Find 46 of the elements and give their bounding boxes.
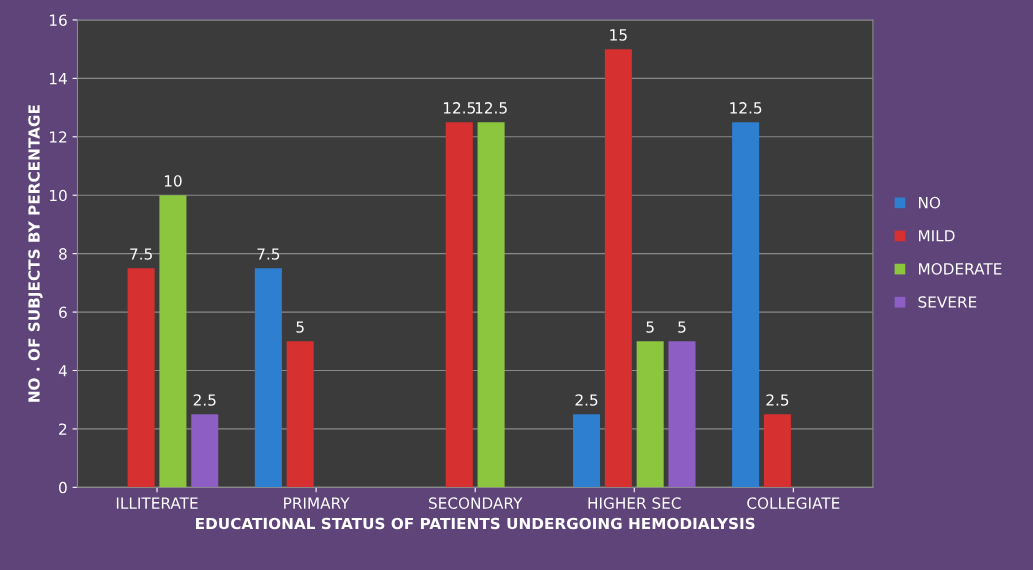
data-label: 15: [610, 29, 627, 41]
bar: [668, 341, 696, 488]
bar: [159, 195, 187, 488]
data-label: 2.5: [575, 394, 598, 406]
x-tick-label: PRIMARY: [284, 497, 350, 509]
data-label: 12.5: [730, 102, 762, 114]
y-tick-label: 14: [49, 73, 67, 85]
x-tick-label: HIGHER SEC: [588, 497, 681, 509]
data-label: 2.5: [193, 394, 216, 406]
legend-label: MODERATE: [919, 263, 1002, 275]
y-axis-title: NO . OF SUBJECTS BY PERCENTAGE: [28, 105, 43, 402]
y-tick-label: 12: [49, 131, 67, 143]
legend-label: NO: [919, 196, 941, 209]
x-tick-label: SECONDARY: [428, 497, 523, 509]
y-tick-label: 16: [49, 14, 67, 26]
bar: [254, 268, 282, 488]
data-label: 12.5: [475, 102, 507, 114]
x-tick-label: COLLEGIATE: [747, 497, 840, 509]
data-label: 7.5: [257, 248, 280, 260]
y-tick-label: 2: [59, 423, 67, 435]
data-label: 2.5: [766, 394, 789, 406]
legend-label: MILD: [919, 230, 955, 242]
y-tick-label: 4: [58, 365, 67, 377]
y-tick-label: 0: [59, 481, 67, 494]
data-label: 5: [646, 321, 654, 333]
data-label: 12.5: [443, 102, 475, 114]
data-label: 5: [678, 321, 686, 333]
bar: [573, 414, 601, 488]
legend-label: SEVERE: [918, 296, 977, 308]
bar: [763, 414, 791, 488]
data-label: 5: [296, 321, 304, 333]
bar: [604, 49, 632, 488]
bar: [127, 268, 155, 488]
bar: [286, 341, 314, 488]
x-tick-label: ILLITERATE: [116, 497, 198, 509]
y-tick-label: 10: [49, 189, 67, 202]
y-tick-label: 8: [59, 248, 67, 260]
bar: [732, 122, 760, 488]
x-axis-title: EDUCATIONAL STATUS OF PATIENTS UNDERGOING HEMODIALYSIS: [196, 517, 755, 530]
bar: [477, 122, 505, 488]
bar: [445, 122, 473, 488]
data-label: 7.5: [130, 248, 152, 260]
data-label: 10: [164, 175, 182, 187]
bar: [191, 414, 219, 488]
y-tick-label: 6: [59, 306, 67, 319]
bar: [636, 341, 664, 488]
